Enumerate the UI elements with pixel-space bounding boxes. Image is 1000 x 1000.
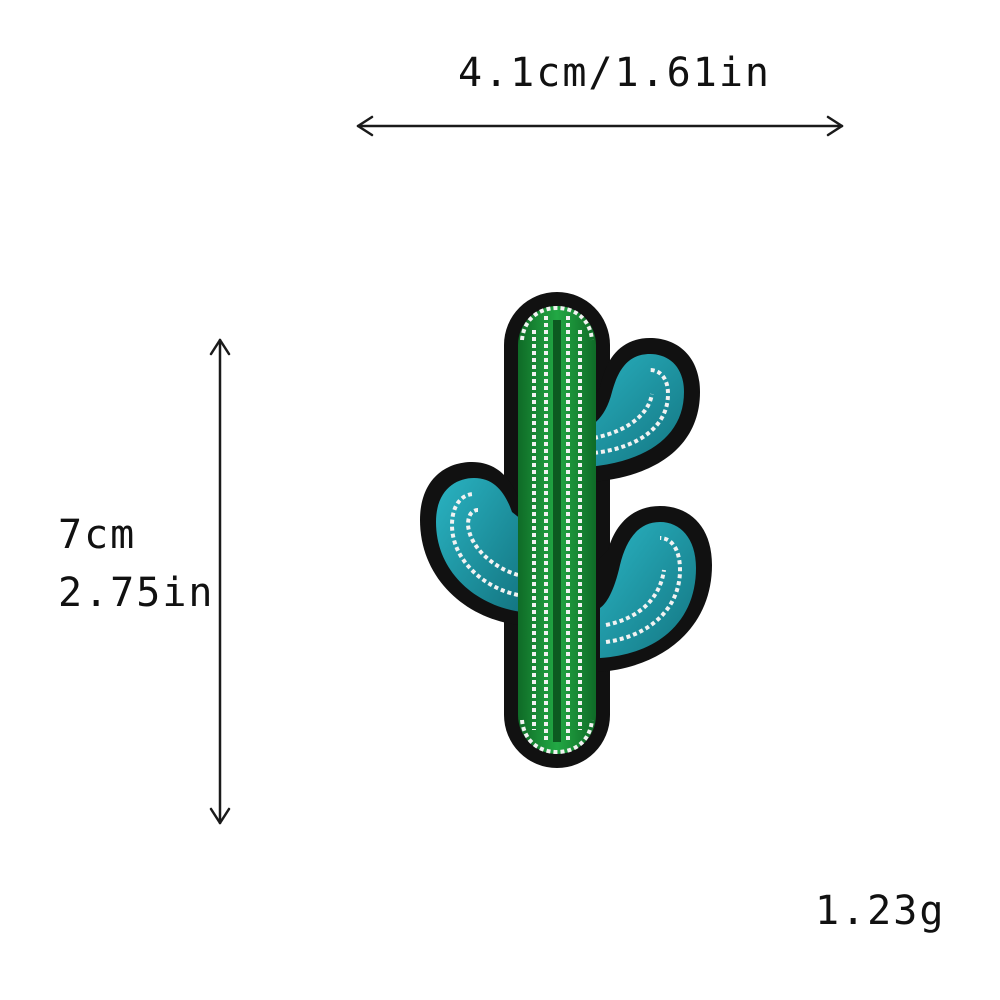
width-arrow bbox=[356, 115, 844, 137]
left-arm bbox=[436, 478, 522, 612]
upper-right-arm bbox=[572, 354, 684, 468]
lower-right-arm bbox=[600, 522, 696, 658]
height-arrow bbox=[209, 338, 231, 825]
width-dimension-label: 4.1cm/1.61in bbox=[458, 50, 771, 96]
height-dimension-cm-label: 7cm bbox=[58, 512, 137, 558]
height-dimension-in-label: 2.75in bbox=[58, 570, 215, 616]
weight-label: 1.23g bbox=[815, 888, 946, 934]
cactus-trunk bbox=[518, 305, 596, 755]
